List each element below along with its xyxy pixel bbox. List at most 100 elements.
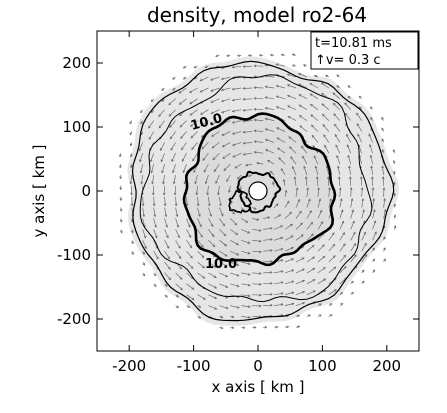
velocity-arrow: [263, 261, 273, 263]
velocity-arrow-head: [165, 224, 168, 228]
velocity-arrow-head: [153, 214, 157, 218]
velocity-arrow-head: [393, 225, 397, 229]
velocity-arrow-head: [158, 125, 162, 129]
velocity-arrow: [263, 293, 273, 296]
velocity-arrow-head: [369, 154, 373, 158]
velocity-arrow-head: [211, 234, 215, 238]
velocity-arrow: [186, 240, 192, 248]
velocity-arrow: [339, 221, 344, 230]
velocity-arrow-head: [320, 221, 324, 225]
velocity-arrow-head: [223, 233, 227, 237]
velocity-arrow-head: [193, 65, 197, 69]
velocity-arrow-head: [340, 292, 344, 295]
velocity-arrow: [189, 87, 198, 93]
velocity-arrow: [274, 292, 284, 296]
velocity-arrow-head: [179, 124, 183, 128]
velocity-arrow-head: [340, 303, 344, 306]
velocity-arrow: [141, 174, 144, 184]
velocity-arrow: [219, 261, 228, 267]
velocity-arrow: [152, 185, 155, 195]
velocity-arrow-head: [291, 246, 294, 250]
velocity-arrow: [219, 250, 228, 257]
velocity-arrow-head: [242, 87, 246, 90]
velocity-arrow: [254, 87, 264, 89]
velocity-arrow-head: [144, 246, 147, 250]
velocity-arrow: [203, 163, 209, 173]
velocity-arrow: [192, 153, 198, 162]
velocity-arrow-head: [236, 284, 240, 288]
velocity-arrow: [196, 185, 198, 195]
velocity-arrow: [197, 250, 205, 258]
velocity-arrow-head: [168, 113, 172, 117]
velocity-arrow-head: [151, 181, 154, 185]
velocity-arrow-head: [364, 242, 367, 246]
velocity-arrow: [328, 289, 337, 295]
velocity-arrow-head: [221, 110, 225, 114]
velocity-arrow-head: [370, 106, 373, 110]
velocity-arrow-head: [234, 222, 238, 226]
velocity-arrow: [230, 261, 239, 266]
velocity-arrow: [230, 229, 238, 235]
velocity-arrow-head: [154, 235, 158, 239]
velocity-arrow-head: [204, 181, 208, 185]
velocity-arrow-head: [165, 284, 168, 287]
velocity-arrow-head: [174, 203, 178, 207]
velocity-arrow-head: [245, 163, 249, 167]
velocity-arrow-head: [312, 290, 316, 293]
velocity-arrow: [241, 250, 250, 254]
velocity-arrow: [357, 134, 363, 143]
velocity-arrow-head: [119, 176, 122, 180]
velocity-arrow-head: [372, 197, 376, 201]
velocity-arrow-head: [210, 224, 214, 228]
velocity-arrow-head: [287, 94, 290, 98]
velocity-arrow-head: [225, 285, 229, 288]
velocity-arrow: [189, 109, 198, 116]
velocity-arrow: [306, 198, 311, 208]
velocity-arrow: [175, 250, 182, 259]
velocity-arrow-head: [130, 192, 133, 196]
velocity-arrow: [346, 144, 352, 154]
velocity-arrow: [350, 232, 356, 241]
velocity-arrow-head: [373, 209, 376, 212]
velocity-arrow: [327, 176, 330, 186]
velocity-arrow-head: [275, 95, 279, 99]
velocity-arrow-head: [364, 254, 368, 257]
velocity-arrow-head: [264, 96, 268, 99]
velocity-arrow: [252, 316, 262, 318]
velocity-arrow: [305, 176, 308, 186]
velocity-arrow-head: [287, 105, 291, 108]
velocity-arrow-head: [275, 84, 279, 88]
velocity-arrow-head: [199, 78, 203, 82]
velocity-arrow-head: [340, 209, 344, 213]
velocity-arrow-head: [221, 99, 224, 103]
velocity-arrow: [208, 272, 217, 278]
velocity-arrow-head: [287, 115, 291, 119]
velocity-arrow-head: [194, 181, 197, 185]
velocity-arrow-head: [189, 90, 192, 93]
velocity-arrow-head: [302, 64, 306, 67]
velocity-arrow-head: [381, 149, 385, 152]
velocity-arrow-head: [172, 170, 175, 174]
velocity-arrow-head: [161, 99, 165, 102]
velocity-arrow: [172, 163, 176, 173]
velocity-arrow: [276, 63, 286, 67]
velocity-arrow: [221, 87, 231, 91]
velocity-arrow-head: [290, 235, 294, 238]
velocity-arrow: [130, 174, 133, 184]
velocity-arrow: [328, 255, 336, 263]
velocity-arrow: [339, 266, 347, 274]
velocity-arrow: [153, 229, 158, 238]
velocity-arrow: [273, 203, 279, 208]
velocity-arrow-head: [242, 153, 246, 156]
velocity-arrow-head: [154, 225, 157, 228]
velocity-arrow-head: [190, 255, 193, 259]
velocity-arrow-head: [372, 247, 375, 251]
velocity-arrow-head: [318, 314, 322, 317]
velocity-arrow: [383, 209, 386, 219]
velocity-arrow: [175, 218, 179, 228]
velocity-arrow-head: [304, 176, 308, 180]
velocity-arrow-head: [337, 176, 341, 180]
velocity-arrow-head: [344, 102, 348, 106]
velocity-arrow: [252, 272, 262, 274]
velocity-arrow-head: [298, 115, 302, 118]
